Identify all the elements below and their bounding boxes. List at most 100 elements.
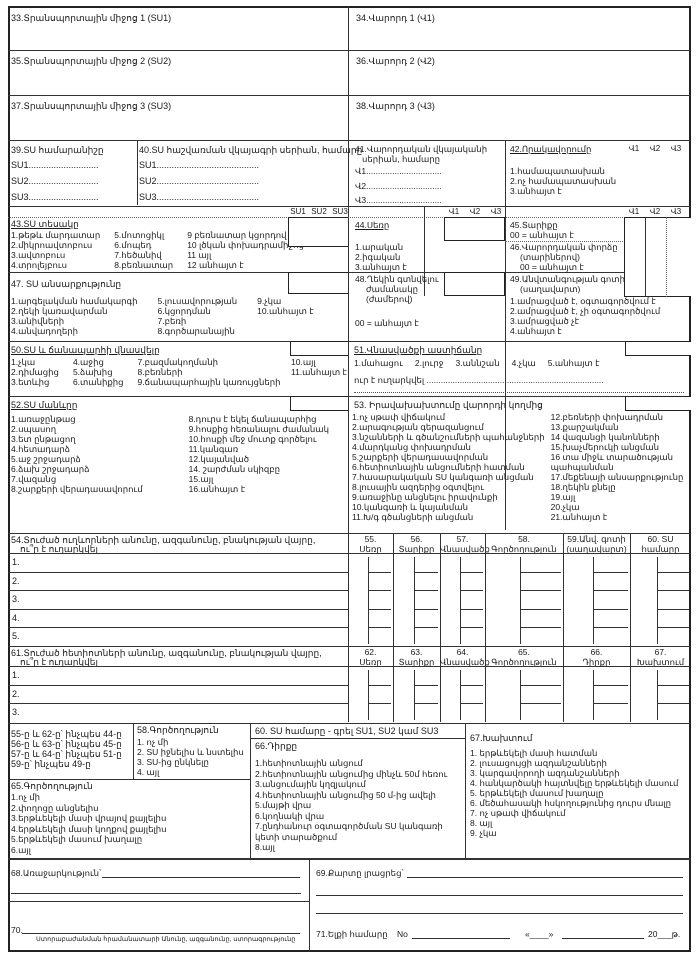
code-boxes-51 — [625, 341, 691, 356]
divider — [393, 533, 394, 646]
list-item: 1.ոչ մի — [11, 792, 41, 802]
su1-registration-line: SU1.....................................… — [139, 160, 260, 170]
section-40-label: 40.SU հաշվառման վկայագրի սերիան, համարը — [139, 145, 363, 155]
column-header: Տարիքը — [398, 657, 435, 667]
code-boxes-52 — [290, 396, 348, 411]
cell-line — [520, 684, 561, 686]
codes-legend: 55-ը և 62-ը՝ ինչպես 44-ը 56-ը և 63-ը՝ ինչ… — [11, 729, 122, 769]
code-boxes-43 — [288, 217, 348, 247]
divider — [666, 217, 667, 297]
list-item: 1.մահացու — [354, 358, 403, 368]
cell-line — [520, 703, 561, 704]
section-65-options: 1.ոչ մի 2.փողոցը անցնելիս 3.երթևեկելի մասի… — [11, 792, 167, 855]
divider — [8, 272, 348, 273]
column-header: 64. — [456, 647, 469, 657]
section-50-label: 50.SU և ճանապարհի վնասվելը — [11, 345, 160, 355]
cell-line — [460, 571, 483, 573]
cell-line — [657, 703, 689, 704]
list-item: 11 այլ — [187, 250, 212, 260]
column-header: SU3 — [332, 207, 348, 216]
list-item: 5.ձախից — [72, 367, 113, 377]
section-48-note: 00 = անհայտ է — [355, 318, 419, 328]
divider — [8, 858, 691, 860]
su2-registration-line: SU2.....................................… — [139, 176, 260, 186]
list-item: 59-ը՝ ինչպես 49-ը — [11, 759, 91, 769]
section-49-options: 1.ամրացված է, օգտագործվում է 2.ամրացված է… — [510, 296, 660, 336]
column-header: Վ1 — [628, 207, 640, 216]
su3-plate-line: SU3............................ — [11, 192, 99, 202]
list-item: 1.չկա — [11, 357, 36, 367]
list-item: 4. այլ — [137, 767, 160, 777]
section-51-label: 51.Վնասվածքի աստիճանը — [354, 345, 483, 355]
list-item: 2.փողոցը անցնելիս — [11, 802, 99, 813]
v2-license-line: Վ2................................ — [355, 181, 442, 191]
list-item: 1.արական — [355, 242, 404, 252]
divider — [424, 206, 425, 296]
section-44-options: 1.արական 2.իգական 3.անհայտ է — [355, 242, 407, 272]
divider — [348, 6, 349, 533]
divider — [368, 557, 369, 644]
cell-line — [593, 571, 628, 573]
section-53-options: 1.ոչ սթափ վիճակում 2.արագության գերազանցո… — [352, 412, 683, 522]
column-header: Վ3 — [670, 207, 682, 216]
divider — [465, 723, 466, 858]
section-65-label: 65.Գործողություն — [11, 781, 93, 791]
section-71-label: 71.Ելքի համարը — [316, 929, 388, 939]
list-item: 7.հեծանիվ — [114, 250, 162, 260]
list-item: 3.ետևից — [11, 377, 50, 387]
cell-line — [520, 590, 561, 591]
row-number: 3. — [12, 707, 20, 717]
list-item: 6. մեծահասակի հսկողությունից դուրս մնալը — [470, 798, 672, 808]
list-item: 1.արգելակման համակարգի — [11, 296, 138, 306]
section-50-options-right: 10.այլ 11.անհայտ է — [291, 357, 347, 377]
column-header: Դիրքը — [582, 657, 611, 667]
v3-license-line: Վ3................................ — [355, 195, 442, 205]
column-header: 66. — [590, 647, 603, 657]
section-69-label: 69.Քարտը լրացրեց՝ — [316, 868, 404, 878]
section-71-year: 20___թ. — [648, 929, 681, 939]
list-item: 16.անհայտ է — [188, 484, 246, 494]
list-item: 4.տրոլեյբուս — [11, 260, 67, 270]
list-item: 7.վազանց — [11, 474, 57, 484]
list-item: 2. SU իջնելիս և նստելիս — [137, 747, 244, 757]
list-item: 5.շարքերի վերադասավորման — [352, 452, 489, 462]
cell-line — [414, 684, 438, 686]
divider — [657, 670, 658, 720]
cell-line — [657, 571, 689, 573]
divider — [348, 396, 691, 397]
list-item: 1. ոչ մի — [137, 737, 169, 747]
list-item: 7.ընդհանուր օգտագործման SU կանգառի — [255, 821, 443, 831]
list-item: 6.կցորդման — [157, 306, 211, 316]
cell-line — [460, 608, 483, 610]
column-header: Վնասվածք — [440, 657, 490, 667]
column-header: 60. SU — [647, 534, 674, 544]
section-60-label: 60. SU համարը - գրել SU1, SU2 կամ SU3 — [255, 726, 439, 736]
row-line — [8, 571, 348, 573]
divider — [8, 206, 691, 207]
list-item: 5.մոտոցիկլ — [114, 230, 165, 240]
list-item: 16 տա միջև տարածության — [550, 452, 674, 462]
column-header: Վ2 — [649, 144, 661, 153]
list-item: 11.անհայտ է — [291, 367, 347, 377]
list-item: 5.լուսավորության — [157, 296, 238, 306]
list-item: 2.սպասող — [11, 424, 57, 434]
divider — [505, 140, 506, 530]
section-66-label: 66.Դիրքը — [255, 741, 298, 751]
list-item: 10 լծկան փոխադրամիջոց — [187, 240, 304, 250]
cell-line — [460, 684, 483, 686]
list-item: 1.ամրացված է, օգտագործվում է — [510, 296, 656, 306]
list-item: 11.կանգառ — [188, 444, 239, 454]
list-item: 2.իգական — [355, 252, 401, 262]
outgoing-number-line — [412, 938, 510, 939]
section-70-caption: Ստորաբաժանման հրամանատարի Անունը, ազգանո… — [36, 936, 296, 943]
list-item: 7.հասարակական SU կանգառի անցման — [352, 472, 534, 482]
cell-line — [368, 627, 391, 628]
list-item: 10.անհայտ է — [257, 306, 314, 316]
list-item: կետի տարածքում — [255, 831, 338, 842]
list-item: 4.մարդկանց փոխադրման — [352, 442, 471, 452]
list-item: 8.դուրս է եկել ճանապարհից — [188, 414, 317, 424]
list-item: 3.ավտոբուս — [11, 250, 66, 260]
list-item: 1. երթևեկելի մասի հատման — [470, 748, 598, 758]
table-title: 61.Տուժած հետիոտների անունը, ազգանունը, … — [11, 648, 322, 658]
section-51-sent-line: ուր է ուղարկվել ........................… — [354, 375, 604, 385]
